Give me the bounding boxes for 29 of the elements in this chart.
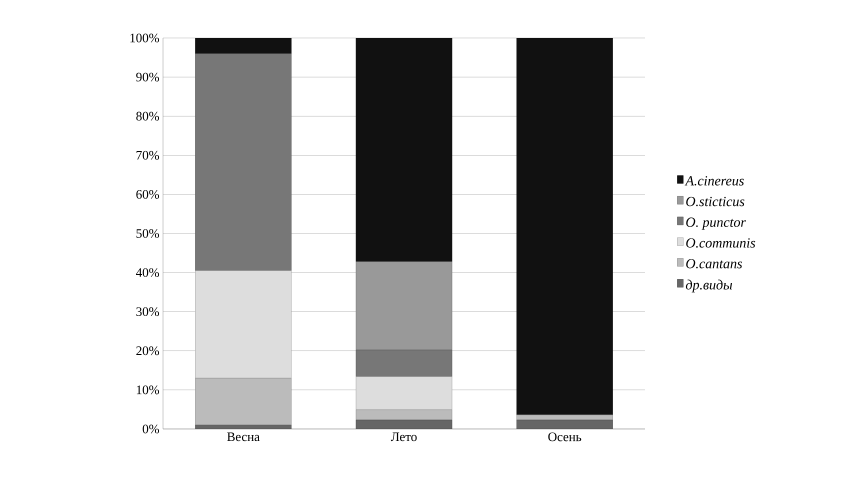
x-tick-label: Весна [227,432,260,442]
bar [516,420,613,429]
legend-label: O.communis [686,238,756,248]
legend-label: др.виды [686,280,732,292]
y-tick-label: 20% [136,346,160,356]
y-tick-label: 60% [136,190,160,199]
bar [356,410,452,420]
legend-label: O.sticticus [686,196,744,206]
y-tick-label: 70% [136,150,160,160]
bar [195,424,292,429]
x-tick-label: Лето [390,432,417,442]
y-tick-label: 30% [136,307,160,316]
y-tick-label: 0% [142,424,160,434]
bar [356,376,452,410]
legend-label: A.cinereus [684,176,744,186]
bar [356,420,452,429]
y-tick-label: 40% [136,268,160,277]
y-tick-label: 10% [136,385,160,394]
bar [195,53,292,271]
bar [195,378,292,426]
y-tick-label: 50% [136,229,160,238]
bar [195,270,292,378]
legend-label: O.cantans [686,258,742,268]
legend-label: O. punctor [686,218,746,230]
x-tick-label: Осень [548,432,582,442]
bar [516,414,613,420]
y-tick-label: 90% [136,72,160,82]
y-tick-label: 80% [136,112,160,121]
y-tick-label: 100% [130,34,160,42]
